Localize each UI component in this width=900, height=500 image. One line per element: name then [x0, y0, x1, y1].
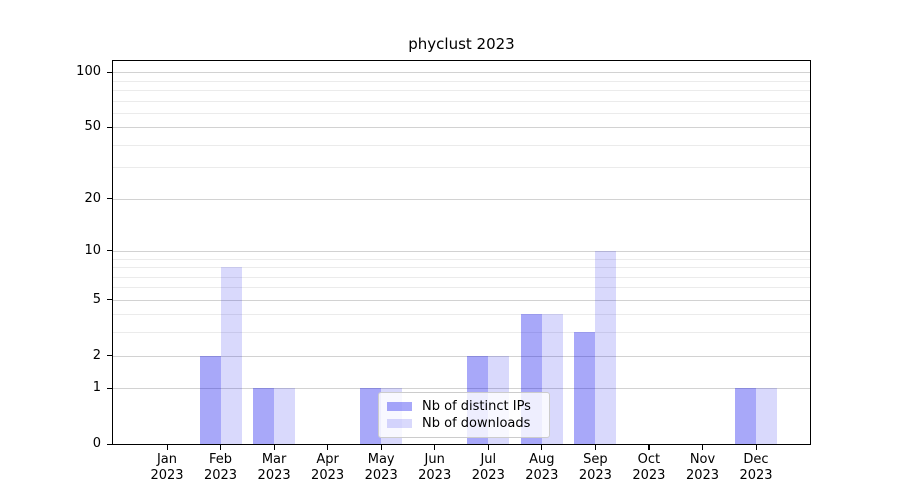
gridline-major: [113, 198, 810, 200]
bar-nb-of-distinct-ips-feb-2023: [199, 355, 221, 444]
gridline-minor: [113, 89, 810, 91]
y-tick-label: 50: [84, 119, 101, 135]
x-tick-label: Oct 2023: [632, 452, 666, 483]
y-tick: [107, 126, 112, 128]
x-tick: [541, 445, 543, 450]
x-tick: [487, 445, 489, 450]
bar-nb-of-downloads-mar-2023: [274, 388, 296, 444]
y-tick-label: 20: [84, 190, 101, 206]
x-tick: [380, 445, 382, 450]
gridline-minor: [113, 332, 810, 334]
y-tick: [107, 250, 112, 252]
gridline-major: [113, 388, 810, 390]
y-tick-label: 100: [76, 64, 101, 80]
y-tick: [107, 443, 112, 445]
x-tick: [702, 445, 704, 450]
x-tick: [220, 445, 222, 450]
x-tick: [273, 445, 275, 450]
bar-nb-of-distinct-ips-mar-2023: [253, 388, 275, 444]
gridline-minor: [113, 267, 810, 268]
legend-swatch-downloads-icon: [387, 419, 412, 428]
legend-item-distinct-ips: Nb of distinct IPs: [387, 398, 541, 415]
bar-nb-of-distinct-ips-sep-2023: [574, 332, 596, 444]
y-tick: [107, 198, 112, 200]
y-tick-label: 5: [92, 291, 101, 307]
bar-nb-of-downloads-sep-2023: [595, 250, 617, 444]
plot-area: Nb of distinct IPs Nb of downloads: [112, 60, 811, 445]
gridline-minor: [113, 80, 810, 82]
y-tick: [107, 387, 112, 389]
x-tick-label: May 2023: [364, 452, 398, 483]
chart-title: phyclust 2023: [408, 35, 515, 53]
x-tick-label: Aug 2023: [525, 452, 559, 483]
y-tick: [107, 299, 112, 301]
y-tick-label: 0: [92, 436, 101, 451]
x-tick-label: Apr 2023: [311, 452, 345, 483]
x-tick-label: Mar 2023: [257, 452, 291, 483]
gridline-major: [113, 299, 810, 301]
x-tick-label: Dec 2023: [739, 452, 773, 483]
bar-nb-of-downloads-feb-2023: [220, 267, 242, 444]
legend: Nb of distinct IPs Nb of downloads: [378, 392, 550, 438]
x-tick: [434, 445, 436, 450]
x-tick-label: Sep 2023: [578, 452, 612, 483]
y-tick-label: 1: [92, 380, 101, 396]
x-tick: [594, 445, 597, 450]
legend-swatch-distinct-ips-icon: [387, 402, 412, 411]
x-tick-label: Nov 2023: [685, 452, 720, 483]
y-tick: [107, 71, 112, 73]
gridline-minor: [113, 167, 810, 169]
legend-label-downloads: Nb of downloads: [422, 416, 531, 431]
y-tick: [107, 355, 112, 357]
x-tick: [327, 445, 329, 450]
gridline-minor: [113, 287, 810, 289]
gridline-minor: [113, 100, 810, 102]
x-tick-label: Jan 2023: [150, 452, 184, 483]
gridline-major: [113, 250, 810, 252]
gridline-major: [113, 127, 810, 129]
legend-label-distinct-ips: Nb of distinct IPs: [422, 399, 531, 414]
y-tick-label: 2: [92, 347, 101, 363]
x-tick: [648, 445, 650, 450]
gridline-minor: [113, 144, 810, 146]
x-tick-label: Jul 2023: [471, 452, 505, 483]
gridline-minor: [113, 276, 810, 278]
gridline-major: [113, 72, 810, 74]
x-tick: [166, 445, 168, 450]
x-tick: [755, 445, 757, 450]
y-tick-label: 10: [84, 242, 101, 258]
bar-nb-of-distinct-ips-may-2023: [360, 388, 382, 444]
legend-item-downloads: Nb of downloads: [387, 415, 541, 432]
bar-nb-of-distinct-ips-dec-2023: [735, 388, 756, 444]
bar-nb-of-downloads-dec-2023: [756, 388, 777, 444]
x-tick-label: Jun 2023: [418, 452, 452, 483]
gridline-major: [113, 355, 810, 357]
gridline-minor: [113, 258, 810, 260]
gridline-minor: [113, 314, 810, 316]
x-tick-label: Feb 2023: [203, 452, 238, 483]
gridline-minor: [113, 112, 810, 114]
